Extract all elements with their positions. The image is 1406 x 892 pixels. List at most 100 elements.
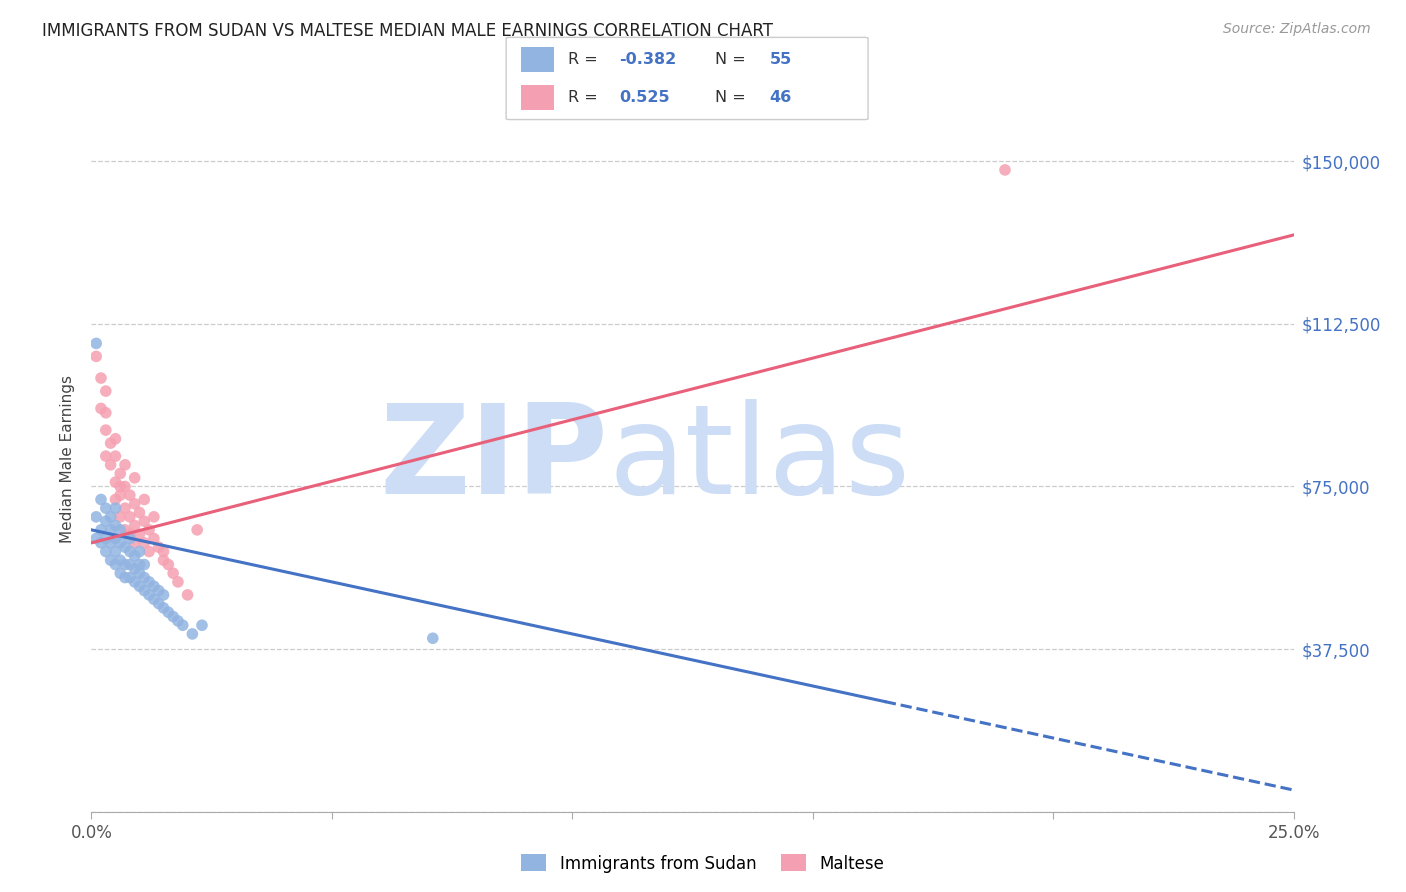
Point — [94, 532, 117, 546]
Point — [114, 458, 136, 472]
Point — [100, 523, 122, 537]
Point — [138, 588, 160, 602]
FancyBboxPatch shape — [506, 37, 868, 120]
Point — [84, 532, 107, 546]
Point — [90, 492, 112, 507]
Point — [142, 579, 165, 593]
Point — [142, 592, 165, 607]
Point — [90, 401, 112, 416]
Point — [110, 536, 132, 550]
Point — [104, 449, 127, 463]
Point — [134, 536, 156, 550]
Point — [118, 532, 141, 546]
Point — [104, 532, 127, 546]
Point — [167, 614, 190, 628]
Point — [94, 449, 117, 463]
Point — [118, 544, 141, 558]
Point — [128, 558, 150, 572]
Point — [100, 553, 122, 567]
Point — [118, 509, 141, 524]
Point — [100, 509, 122, 524]
Point — [124, 574, 146, 589]
Point — [100, 536, 122, 550]
Point — [142, 532, 165, 546]
Point — [422, 632, 444, 646]
Point — [128, 579, 150, 593]
Point — [152, 588, 174, 602]
Point — [157, 605, 180, 619]
Point — [110, 566, 132, 581]
Point — [152, 553, 174, 567]
Point — [124, 471, 146, 485]
Point — [176, 588, 198, 602]
Text: 46: 46 — [769, 90, 792, 105]
Point — [128, 566, 150, 581]
Point — [90, 536, 112, 550]
Point — [124, 549, 146, 563]
Text: 55: 55 — [769, 52, 792, 67]
Point — [104, 432, 127, 446]
Point — [110, 479, 132, 493]
Text: atlas: atlas — [609, 399, 911, 520]
Point — [134, 492, 156, 507]
Text: R =: R = — [568, 90, 603, 105]
Point — [104, 475, 127, 490]
Point — [128, 506, 150, 520]
Point — [148, 540, 170, 554]
Point — [148, 597, 170, 611]
Point — [94, 384, 117, 398]
Point — [114, 558, 136, 572]
Point — [124, 562, 146, 576]
Point — [138, 574, 160, 589]
Point — [104, 558, 127, 572]
Point — [134, 558, 156, 572]
Point — [104, 544, 127, 558]
Point — [124, 536, 146, 550]
Text: Source: ZipAtlas.com: Source: ZipAtlas.com — [1223, 22, 1371, 37]
Point — [90, 371, 112, 385]
Point — [110, 523, 132, 537]
Point — [162, 609, 184, 624]
Point — [118, 558, 141, 572]
Point — [118, 527, 141, 541]
Point — [167, 574, 190, 589]
Point — [94, 406, 117, 420]
Point — [152, 544, 174, 558]
Point — [138, 523, 160, 537]
FancyBboxPatch shape — [520, 85, 554, 111]
Point — [94, 544, 117, 558]
Point — [110, 553, 132, 567]
Point — [104, 501, 127, 516]
Point — [162, 566, 184, 581]
Point — [186, 523, 208, 537]
Point — [191, 618, 214, 632]
Legend: Immigrants from Sudan, Maltese: Immigrants from Sudan, Maltese — [515, 847, 891, 880]
FancyBboxPatch shape — [520, 46, 554, 72]
Point — [110, 509, 132, 524]
Text: ZIP: ZIP — [380, 399, 609, 520]
Point — [94, 423, 117, 437]
Point — [138, 544, 160, 558]
Text: IMMIGRANTS FROM SUDAN VS MALTESE MEDIAN MALE EARNINGS CORRELATION CHART: IMMIGRANTS FROM SUDAN VS MALTESE MEDIAN … — [42, 22, 773, 40]
Point — [128, 544, 150, 558]
Point — [142, 509, 165, 524]
Point — [172, 618, 194, 632]
Point — [157, 558, 180, 572]
Text: N =: N = — [714, 90, 751, 105]
Point — [134, 514, 156, 528]
Point — [181, 627, 204, 641]
Point — [124, 497, 146, 511]
Point — [110, 467, 132, 481]
Point — [84, 336, 107, 351]
Point — [94, 514, 117, 528]
Point — [118, 488, 141, 502]
Point — [84, 509, 107, 524]
Point — [114, 570, 136, 584]
Point — [124, 518, 146, 533]
Point — [100, 458, 122, 472]
Point — [104, 492, 127, 507]
Point — [148, 583, 170, 598]
Point — [84, 350, 107, 364]
Point — [104, 518, 127, 533]
Point — [994, 162, 1017, 177]
